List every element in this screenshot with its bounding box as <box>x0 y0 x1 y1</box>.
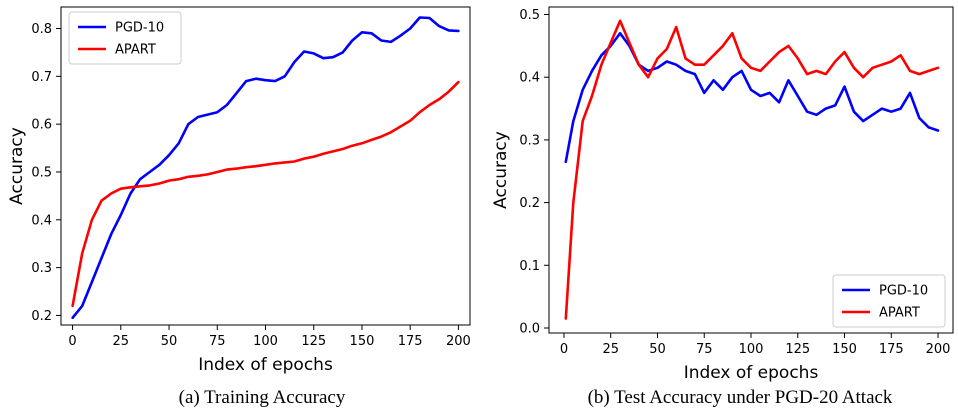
y-tick-label: 0.2 <box>31 309 52 324</box>
y-axis-label: Accuracy <box>491 131 511 209</box>
series-line-pgd-10 <box>564 31 940 164</box>
y-tick-label: 0.8 <box>31 22 52 37</box>
x-tick-label: 100 <box>253 334 278 349</box>
legend-label: PGD-10 <box>879 284 928 299</box>
legend-label: APART <box>879 306 920 321</box>
x-tick-label: 50 <box>161 334 178 349</box>
legend-box <box>68 11 182 65</box>
x-tick-label: 25 <box>113 334 130 349</box>
x-tick-label: 100 <box>739 342 764 357</box>
series-line-apart <box>564 19 940 320</box>
legend-label: APART <box>115 43 156 58</box>
x-tick-label: 0 <box>68 334 76 349</box>
legend: PGD-10 APART <box>832 274 946 328</box>
x-tick-label: 150 <box>832 342 857 357</box>
panel-caption: (b) Test Accuracy under PGD-20 Attack <box>588 387 893 408</box>
legend-label: PGD-10 <box>115 21 164 36</box>
x-tick-label: 25 <box>602 342 619 357</box>
y-tick-label: 0.4 <box>519 71 540 86</box>
x-tick-label: 75 <box>209 334 226 349</box>
x-tick-label: 200 <box>926 342 951 357</box>
series-line-apart <box>71 80 460 308</box>
x-tick-label: 125 <box>301 334 326 349</box>
x-tick-label: 200 <box>446 334 471 349</box>
y-axis-label: Accuracy <box>7 127 27 205</box>
y-tick-label: 0.5 <box>31 165 52 180</box>
y-tick-label: 0.1 <box>519 259 540 274</box>
y-tick-label: 0.5 <box>519 8 540 23</box>
chart-panel-a: 0 25 50 75 100 125 150 175 200 0.2 0.3 0.4 0.5 0.6 0.7… <box>7 6 471 408</box>
y-tick-label: 0.4 <box>31 213 52 228</box>
x-tick-label: 75 <box>696 342 713 357</box>
legend-box <box>832 274 946 328</box>
x-axis-label: Index of epochs <box>198 355 333 375</box>
x-tick-label: 150 <box>350 334 375 349</box>
y-tick-label: 0.0 <box>519 321 540 336</box>
x-tick-label: 125 <box>785 342 810 357</box>
legend: PGD-10 APART <box>68 11 182 65</box>
panel-caption: (a) Training Accuracy <box>179 387 346 408</box>
y-tick-label: 0.6 <box>31 118 52 133</box>
x-axis-label: Index of epochs <box>684 363 819 383</box>
x-tick-label: 175 <box>879 342 904 357</box>
y-tick-label: 0.2 <box>519 196 540 211</box>
y-tick-label: 0.3 <box>519 133 540 148</box>
y-tick-label: 0.3 <box>31 261 52 276</box>
x-tick-label: 50 <box>649 342 666 357</box>
series-line-pgd-10 <box>71 16 460 320</box>
chart-panel-b: 0 25 50 75 100 125 150 175 200 0.0 0.1 0.2 0.3 0.4 0.5… <box>491 6 954 408</box>
x-tick-label: 0 <box>560 342 568 357</box>
x-tick-label: 175 <box>398 334 423 349</box>
y-tick-label: 0.7 <box>31 70 52 85</box>
